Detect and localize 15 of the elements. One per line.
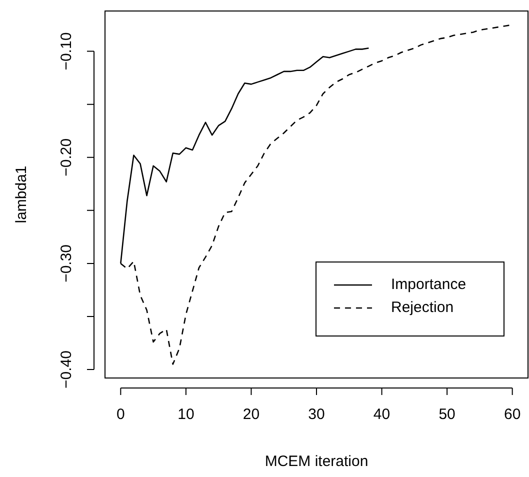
x-tick-label: 60 xyxy=(504,406,521,424)
x-tick-label: 20 xyxy=(242,406,260,424)
y-tick-label: −0.30 xyxy=(58,244,76,282)
x-tick-label: 50 xyxy=(438,406,456,424)
y-tick-label: −0.40 xyxy=(58,350,76,388)
x-axis-title: MCEM iteration xyxy=(264,453,368,470)
y-tick-label: −0.10 xyxy=(58,32,76,70)
y-axis-title: lambda1 xyxy=(13,166,30,224)
x-tick-label: 30 xyxy=(308,406,325,424)
legend-label: Rejection xyxy=(391,299,454,316)
y-tick-label: −0.20 xyxy=(58,138,76,176)
x-tick-label: 10 xyxy=(178,406,194,424)
x-tick-label: 40 xyxy=(373,406,390,424)
legend-label: Importance xyxy=(391,276,466,294)
x-tick-label: 0 xyxy=(116,406,125,424)
